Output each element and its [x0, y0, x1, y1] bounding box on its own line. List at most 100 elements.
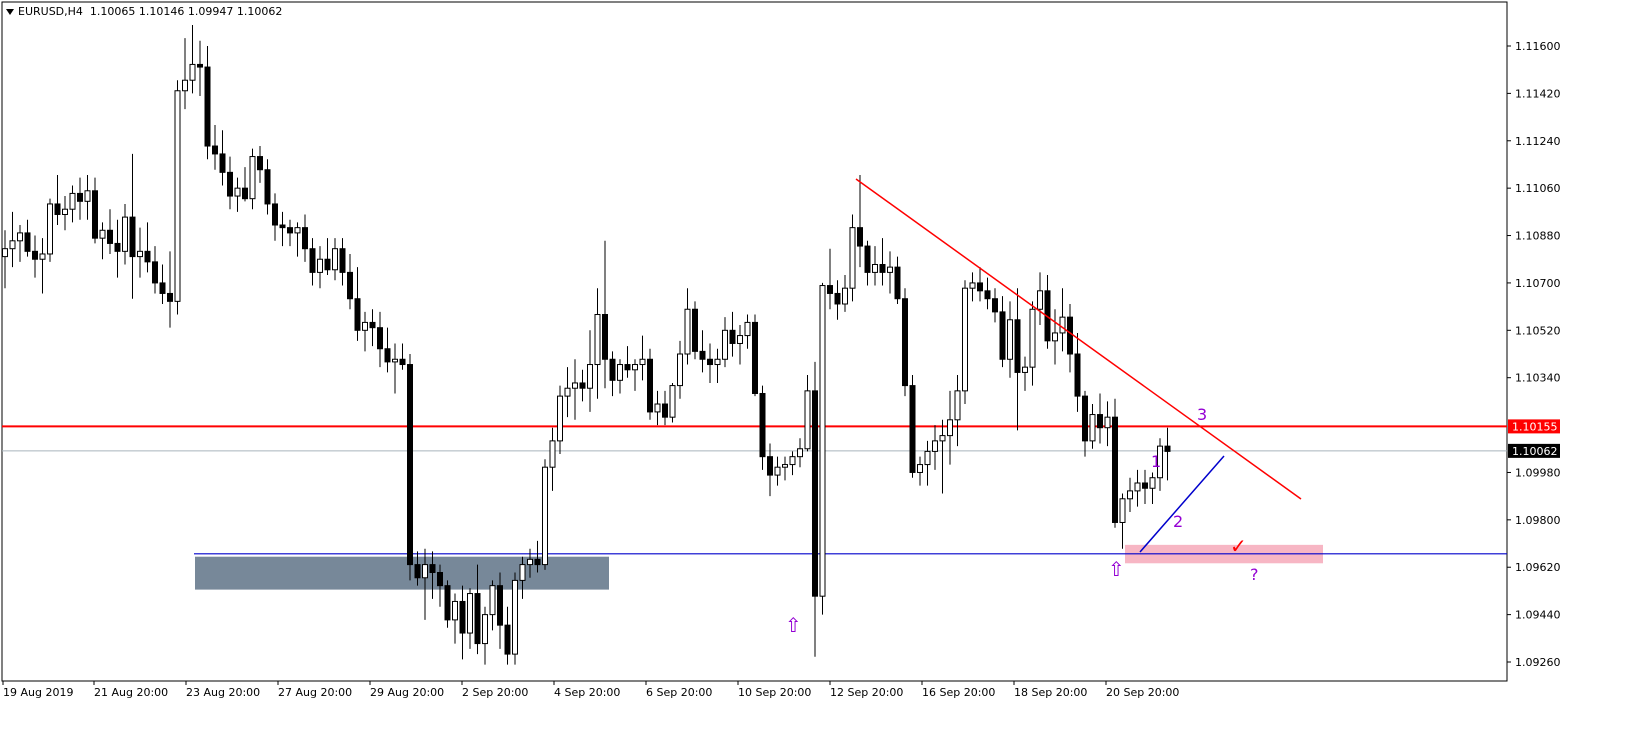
- candle-body: [332, 248, 338, 271]
- candle-bearish: [24, 219, 31, 257]
- candle-bullish: [872, 246, 878, 286]
- candle-body: [729, 329, 736, 344]
- candle-bearish: [474, 564, 481, 655]
- candle-bullish: [797, 438, 803, 468]
- candle-body: [609, 358, 616, 381]
- candle-body: [737, 335, 743, 344]
- candle-body: [894, 266, 901, 300]
- candle-body: [399, 358, 406, 366]
- candle-bearish: [377, 311, 383, 368]
- time-tick-label: 12 Sep 20:00: [830, 686, 903, 699]
- candle-body: [1089, 414, 1096, 442]
- candle-body: [212, 145, 218, 155]
- candle-body: [204, 66, 211, 147]
- candle-body: [152, 261, 158, 284]
- candle-bearish: [54, 174, 61, 226]
- candle-bullish: [617, 359, 623, 394]
- candle-body: [542, 466, 548, 566]
- candle-bullish: [572, 359, 578, 420]
- candle-body: [249, 156, 256, 200]
- candle-bullish: [69, 185, 76, 223]
- candle-body: [197, 63, 203, 68]
- candle-bullish: [542, 459, 548, 570]
- candle-bearish: [159, 264, 166, 304]
- candle-bearish: [534, 540, 541, 573]
- candle-bearish: [977, 267, 983, 302]
- time-tick-label: 21 Aug 20:00: [94, 686, 168, 699]
- candle-body: [227, 171, 233, 197]
- candle-bearish: [1142, 469, 1148, 505]
- uptrend-line: [1139, 455, 1225, 553]
- candle-body: [774, 466, 781, 476]
- candle-body: [834, 292, 841, 305]
- candle-bearish: [354, 267, 361, 341]
- candle-body: [309, 248, 316, 273]
- candle-bullish: [2, 230, 8, 289]
- price-tick-label: 1.11600: [1515, 40, 1561, 53]
- candle-bullish: [917, 456, 923, 486]
- candle-body: [339, 248, 346, 273]
- candle-body: [984, 290, 991, 300]
- candle-bearish: [399, 343, 406, 370]
- candle-bullish: [527, 548, 533, 578]
- candle-body: [159, 282, 166, 294]
- candle-body: [1029, 308, 1036, 368]
- candle-bearish: [752, 314, 758, 397]
- candle-bullish: [722, 317, 728, 368]
- candle-body: [287, 227, 293, 234]
- candle-bearish: [1082, 390, 1088, 457]
- candle-body: [744, 321, 751, 337]
- candle-body: [699, 350, 706, 360]
- candle-bearish: [729, 311, 736, 357]
- candle-body: [1037, 290, 1043, 310]
- candle-bearish: [242, 167, 248, 202]
- candle-bearish: [279, 211, 286, 247]
- candle-bullish: [789, 451, 796, 476]
- candle-bullish: [677, 340, 683, 399]
- candle-bullish: [954, 375, 961, 447]
- candle-bullish: [549, 427, 556, 491]
- candle-bearish: [497, 572, 503, 649]
- candle-body: [467, 593, 473, 634]
- candle-bearish: [894, 256, 901, 304]
- candle-body: [654, 403, 661, 413]
- candle-bearish: [167, 251, 173, 328]
- candle-bearish: [879, 238, 886, 286]
- candle-bearish: [414, 551, 421, 586]
- candle-body: [302, 227, 308, 250]
- candle-body: [429, 564, 436, 573]
- candle-body: [114, 242, 121, 252]
- candle-body: [489, 585, 496, 616]
- candle-body: [812, 390, 818, 597]
- candle-bearish: [212, 124, 218, 170]
- candle-bullish: [9, 211, 16, 268]
- candle-bullish: [1134, 469, 1141, 507]
- candle-bearish: [707, 343, 713, 383]
- candle-bullish: [452, 593, 458, 644]
- candle-bearish: [662, 390, 668, 426]
- candle-body: [257, 156, 263, 171]
- header-dropdown-icon[interactable]: [6, 9, 14, 15]
- candle-bullish: [669, 382, 676, 423]
- candle-body: [317, 258, 323, 273]
- candle-bullish: [639, 335, 646, 381]
- candle-body: [662, 403, 668, 418]
- candle-bullish: [422, 548, 428, 620]
- candle-body: [557, 395, 563, 442]
- candle-body: [99, 229, 106, 239]
- candle-body: [414, 564, 421, 579]
- candle-bullish: [1157, 438, 1163, 491]
- candle-bearish: [1044, 275, 1051, 349]
- candle-body: [174, 90, 181, 302]
- candle-bearish: [219, 130, 226, 186]
- candle-body: [1157, 445, 1163, 479]
- candle-body: [47, 203, 53, 255]
- candle-bearish: [107, 209, 113, 254]
- candle-body: [189, 63, 196, 81]
- candle-body: [2, 248, 8, 258]
- candle-body: [572, 382, 578, 389]
- ohlc-label: 1.10065 1.10146 1.09947 1.10062: [89, 5, 283, 18]
- candle-body: [632, 364, 638, 371]
